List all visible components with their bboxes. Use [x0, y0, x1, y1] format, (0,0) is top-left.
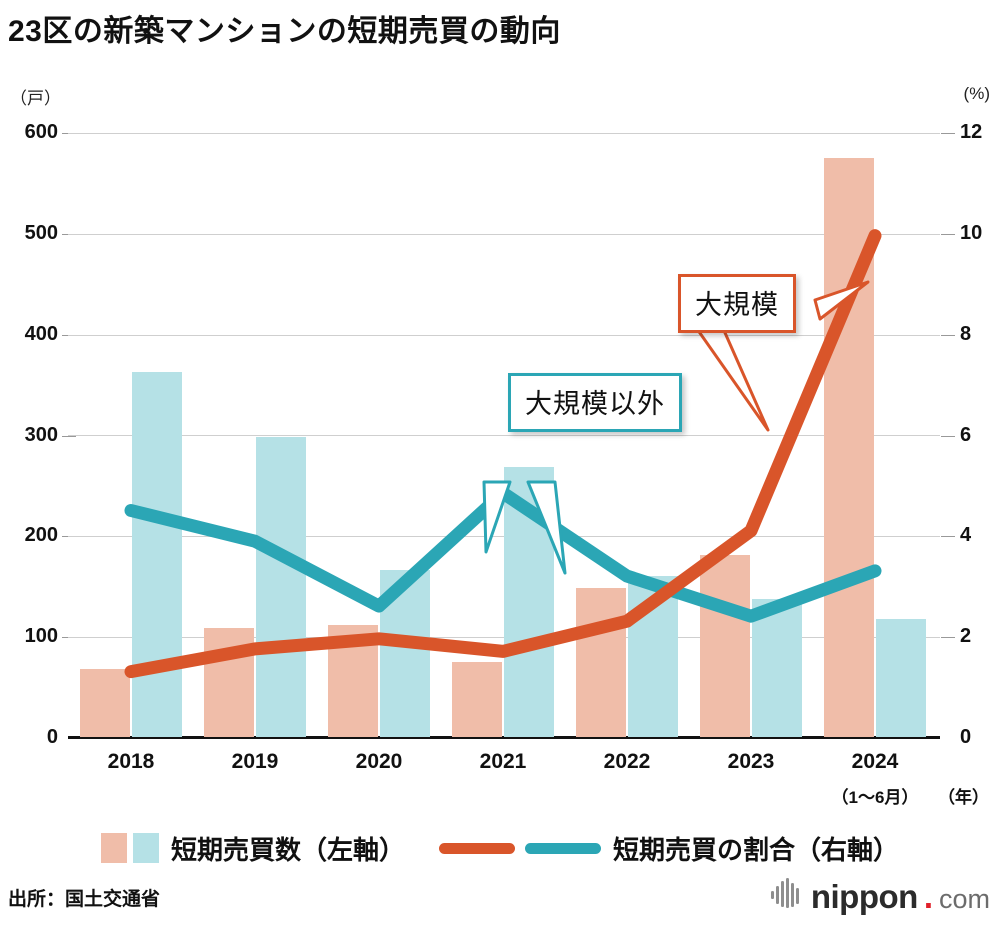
page-title: 23区の新築マンションの短期売買の動向: [8, 15, 561, 48]
legend-swatch-bar-large: [100, 833, 127, 863]
y-tick-0: 0: [46, 726, 58, 748]
y2-tickmark-4: [941, 536, 955, 537]
brand-name: nippon: [810, 878, 918, 915]
y-tick-100: 100: [24, 625, 58, 647]
y-tickmark-300: [62, 436, 76, 437]
y2-tickmark-8: [941, 335, 955, 336]
y2-tickmark-2: [941, 637, 955, 638]
legend-swatch-bar-other: [132, 833, 159, 863]
x-tick-2019: 2019: [231, 750, 279, 773]
y2-tickmark-10: [941, 234, 955, 235]
legend-swatch-line-large: [439, 842, 515, 854]
large-scale-pointer-right: [813, 280, 870, 321]
y2-tick-8: 8: [960, 323, 972, 345]
y-tick-200: 200: [24, 524, 58, 546]
x-tick-2020: 2020: [355, 750, 403, 773]
x-tick-2018: 2018: [107, 750, 155, 773]
y2-tick-10: 10: [960, 222, 983, 244]
brand-logo: nippon . com: [770, 878, 990, 916]
x-tick-2021: 2021: [479, 750, 527, 773]
source-note: 出所：国土交通省: [8, 889, 161, 910]
non-large-scale-pointer-right: [526, 480, 567, 575]
y-tick-300: 300: [24, 424, 58, 446]
waveform-icon: [770, 878, 805, 913]
x-axis-baseline: [68, 736, 940, 739]
line-large-scale: [124, 229, 882, 679]
legend-label-lines: 短期売買の割合（右軸）: [613, 834, 900, 865]
right-axis-unit: (%): [963, 84, 990, 103]
y2-tickmark-6: [941, 436, 955, 437]
x-tick-2023: 2023: [727, 750, 775, 773]
gridline-400: [68, 335, 940, 336]
gridline-500: [68, 234, 940, 235]
x-axis-unit: （年）: [938, 788, 989, 807]
large-scale-pointer-down: [693, 324, 770, 432]
callout-leaders-layer: [482, 280, 870, 575]
y2-tick-0: 0: [960, 726, 972, 748]
y-tick-500: 500: [24, 222, 58, 244]
bar-large-2022: [576, 588, 626, 737]
annotation-large-scale: 大規模: [678, 274, 796, 333]
bar-other-2023: [752, 599, 802, 737]
bar-large-2023: [700, 554, 750, 737]
x-tick-2024-note: （1〜6月）: [831, 788, 919, 807]
left-axis-unit: （戸）: [10, 89, 61, 108]
y2-tick-4: 4: [960, 524, 972, 546]
chart-legend: 短期売買数（左軸） 短期売買の割合（右軸）: [0, 818, 1000, 878]
y-tick-400: 400: [24, 323, 58, 345]
legend-label-bars: 短期売買数（左軸）: [170, 834, 405, 865]
gridline-600: [68, 133, 940, 134]
bar-other-2019: [256, 437, 306, 737]
x-tick-2024: 2024: [851, 750, 899, 773]
legend-swatch-line-other: [525, 842, 601, 854]
y2-tick-12: 12: [960, 121, 983, 143]
gridline-300: [68, 435, 940, 436]
y2-tickmark-12: [941, 133, 955, 134]
brand-tld: com: [938, 884, 990, 914]
y2-tick-6: 6: [960, 424, 972, 446]
x-tick-2022: 2022: [603, 750, 651, 773]
y-tick-600: 600: [24, 121, 58, 143]
bar-large-2021: [452, 661, 502, 737]
bar-large-2018: [80, 668, 130, 737]
bar-other-2024: [876, 619, 926, 737]
brand-dot: .: [923, 878, 933, 915]
annotation-non-large-scale: 大規模以外: [508, 373, 682, 432]
non-large-scale-pointer-left: [482, 480, 512, 554]
plot-area: [68, 133, 940, 739]
y2-tick-2: 2: [960, 625, 972, 647]
